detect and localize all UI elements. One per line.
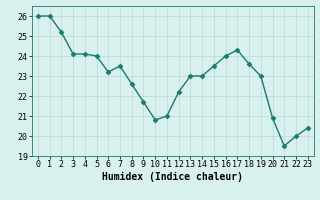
- X-axis label: Humidex (Indice chaleur): Humidex (Indice chaleur): [102, 172, 243, 182]
